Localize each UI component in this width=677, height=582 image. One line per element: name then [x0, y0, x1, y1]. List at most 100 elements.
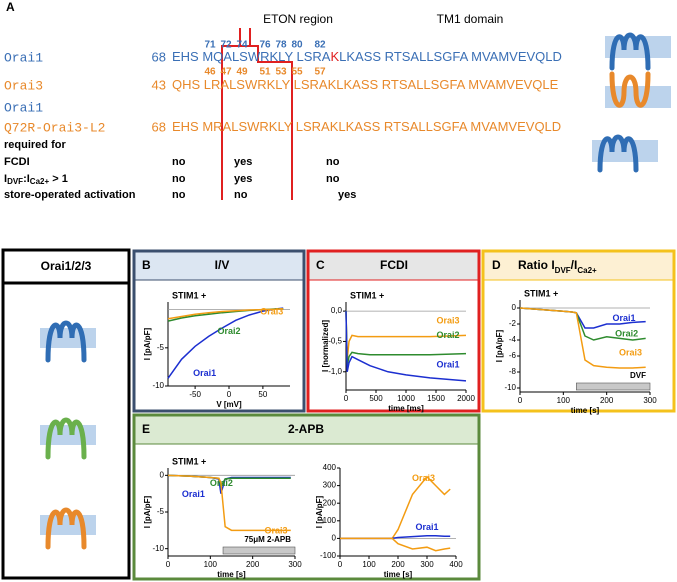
x-tick-label: 200 [246, 560, 260, 569]
x-tick-label: 100 [362, 560, 376, 569]
label-part: FCDI [4, 156, 30, 168]
protein-name: Orai3 [4, 78, 43, 93]
series-label: Orai1 [436, 360, 459, 370]
series-line [345, 311, 467, 360]
residue-number: 57 [314, 67, 326, 78]
series-line [340, 537, 451, 552]
x-axis-label: time [s] [571, 406, 600, 415]
y-tick-label: 0 [332, 534, 337, 543]
x-tick-label: 300 [643, 396, 657, 405]
protein-icons [40, 320, 96, 550]
series-label: Orai1 [612, 313, 635, 323]
y-tick-label: 0,0 [331, 306, 343, 315]
series-label: Orai1 [415, 522, 438, 532]
series-line [345, 311, 467, 382]
series-line [519, 307, 646, 369]
x-tick-label: 1500 [427, 394, 445, 403]
sequence: EHS MRALSWRKLY LSRAKLKASS RTSALLSGFA MVA… [172, 119, 561, 134]
x-tick-label: 200 [391, 560, 405, 569]
sequence: QHS LRALSWRKLY LSRAKLKASS RTSALLSGFA MVA… [172, 77, 559, 92]
panel-title: I/V [215, 258, 230, 272]
x-axis-label: V [mV] [216, 400, 242, 409]
label-part: > 1 [49, 173, 68, 185]
protein-name: Orai1 [4, 100, 43, 115]
residue-number: 55 [291, 67, 303, 78]
x-tick-label: 0 [338, 560, 343, 569]
table-cell: no [172, 173, 186, 185]
x-axis-label: time [ms] [388, 404, 424, 413]
x-tick-label: 500 [369, 394, 383, 403]
y-axis-label: I [pA/pF] [143, 327, 152, 360]
panel-label: D [492, 258, 501, 272]
annotation: STIM1 + [350, 290, 384, 300]
x-tick-label: 200 [600, 396, 614, 405]
panel-title: FCDI [380, 258, 408, 272]
y-tick-label: -0,5 [328, 337, 342, 346]
residue-number: 76 [259, 40, 271, 51]
start-residue: 43 [152, 77, 166, 92]
x-axis-label: time [s] [217, 570, 246, 579]
residue-number: 47 [220, 67, 232, 78]
table-cell: yes [338, 189, 356, 201]
sequence: EHS MQALSWRKLY LSRAKLKASS RTSALLSGFA MVA… [172, 49, 562, 64]
table-cell: no [234, 189, 248, 201]
x-tick-label: 2000 [457, 394, 475, 403]
sequence-part: QHS LRALSWRKLY LSRAKLKASS RTSALLSGFA MVA… [172, 77, 559, 92]
label-part: :I [23, 173, 30, 185]
start-residue: 68 [152, 49, 166, 64]
x-tick-label: 100 [557, 396, 571, 405]
x-tick-label: 300 [420, 560, 434, 569]
y-tick-label: 200 [323, 498, 337, 507]
y-tick-label: -10 [152, 544, 164, 553]
x-tick-label: -50 [189, 390, 201, 399]
sequence-part: K [330, 49, 339, 64]
series-label: Orai1 [193, 368, 216, 378]
annotation: STIM1 + [172, 456, 206, 466]
residue-number: 49 [236, 67, 248, 78]
panel-label: A [6, 0, 15, 14]
table-cell: no [172, 189, 186, 201]
residue-number: 51 [259, 67, 271, 78]
x-tick-label: 50 [258, 390, 267, 399]
sequence-part: LKASS RTSALLSGFA MVAMVEVQLD [339, 49, 562, 64]
table-cell: no [326, 156, 340, 168]
series-label: Orai2 [436, 330, 459, 340]
series-label: Orai3 [260, 306, 283, 316]
series-line [345, 311, 467, 366]
label-part: store-operated activation [4, 189, 136, 201]
panel-label: C [316, 258, 325, 272]
y-tick-label: 100 [323, 516, 337, 525]
y-tick-label: 300 [323, 481, 337, 490]
treatment-label: 75μM 2-APB [244, 535, 291, 544]
series-label: Orai3 [619, 348, 642, 358]
y-tick-label: 400 [323, 463, 337, 472]
protein-icons [592, 32, 671, 173]
y-tick-label: -100 [320, 551, 337, 560]
panel-title: Ratio IDVF/ICa2+ [518, 258, 597, 274]
y-tick-label: -6 [509, 351, 517, 360]
start-residue: 68 [152, 119, 166, 134]
table-row-label: store-operated activation [4, 189, 136, 201]
y-axis-label: I [pA/pF] [143, 495, 152, 528]
x-axis-label: time [s] [384, 570, 413, 579]
residue-number: 74 [236, 40, 248, 51]
x-tick-label: 400 [449, 560, 463, 569]
table-heading: required for [4, 139, 66, 151]
residue-number: 72 [220, 40, 232, 51]
y-tick-label: -10 [152, 381, 164, 390]
sequence-part: EHS MQALSWRKLY LSRA [172, 49, 331, 64]
label-part: Ca2+ [30, 177, 50, 186]
y-tick-label: -5 [157, 343, 165, 352]
panel-title: Orai1/2/3 [41, 259, 92, 273]
x-tick-label: 100 [204, 560, 218, 569]
y-tick-label: -1,0 [328, 367, 342, 376]
x-tick-label: 0 [344, 394, 349, 403]
series-label: Orai2 [615, 328, 638, 338]
series-label: Orai3 [412, 473, 435, 483]
eton-box [221, 28, 293, 200]
annotation: STIM1 + [172, 290, 206, 300]
panel-title: 2-APB [288, 422, 324, 436]
residue-number: 78 [275, 40, 287, 51]
table-cell: yes [234, 173, 252, 185]
